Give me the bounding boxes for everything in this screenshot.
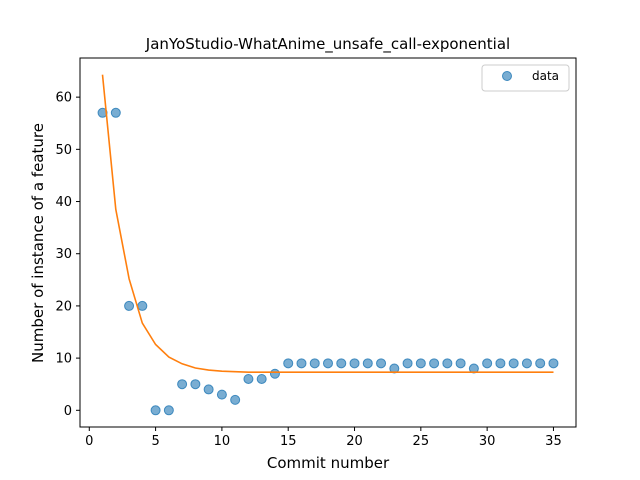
legend-box (481, 64, 570, 92)
data-point (243, 373, 254, 384)
data-point (323, 358, 333, 369)
y-tick-label: 60 (55, 91, 72, 106)
data-point (203, 384, 214, 395)
data-point (442, 358, 453, 369)
y-axis-ticks: 0 10 20 30 40 50 60 (55, 91, 80, 419)
x-tick-label: 30 (479, 434, 496, 449)
x-axis-ticks: 0 5 10 15 20 25 30 35 (85, 427, 562, 449)
y-axis-label: Number of instance of a feature (29, 123, 47, 363)
data-point (336, 358, 347, 369)
data-point (429, 358, 440, 369)
plot-area (79, 57, 577, 428)
data-point (495, 358, 506, 369)
y-tick-label: 50 (55, 143, 72, 158)
x-axis-label: Commit number (267, 454, 390, 472)
data-point (468, 363, 479, 374)
data-point (415, 358, 426, 369)
y-tick-label: 0 (64, 404, 72, 419)
data-point (548, 358, 559, 369)
y-tick-label: 40 (55, 195, 72, 210)
data-point (296, 358, 307, 369)
data-point (283, 358, 294, 369)
x-tick-label: 20 (346, 434, 363, 449)
x-tick-label: 5 (151, 434, 159, 449)
legend-marker-data (502, 71, 512, 81)
chart-title: JanYoStudio-WhatAnime_unsafe_call-expone… (145, 35, 510, 54)
data-point (150, 405, 161, 416)
data-point (455, 358, 466, 369)
data-point (402, 358, 413, 369)
data-point (110, 107, 121, 118)
y-tick-label: 20 (55, 299, 72, 314)
legend-label-data: data (532, 69, 559, 83)
data-point (256, 373, 267, 384)
x-tick-label: 15 (280, 434, 297, 449)
data-point (137, 300, 148, 311)
data-point (349, 358, 360, 369)
data-point (482, 358, 493, 369)
axes-frame (79, 57, 577, 428)
data-point (535, 358, 546, 369)
data-point (309, 358, 320, 369)
y-tick-label: 30 (55, 247, 72, 262)
x-tick-label: 35 (545, 434, 562, 449)
y-tick-label: 10 (55, 352, 72, 367)
data-point (362, 358, 373, 369)
fit-line (101, 74, 554, 374)
data-point (508, 358, 519, 369)
legend: data (481, 64, 570, 92)
data-point (163, 405, 174, 416)
x-tick-label: 25 (413, 434, 430, 449)
data-point (389, 363, 400, 374)
data-point (269, 368, 280, 379)
x-tick-label: 0 (85, 434, 93, 449)
data-point (190, 379, 201, 390)
x-tick-label: 10 (214, 434, 231, 449)
data-point (124, 300, 135, 311)
data-point (521, 358, 532, 369)
data-point (216, 389, 227, 400)
data-point (230, 394, 241, 405)
data-point (177, 379, 188, 390)
data-point (376, 358, 387, 369)
